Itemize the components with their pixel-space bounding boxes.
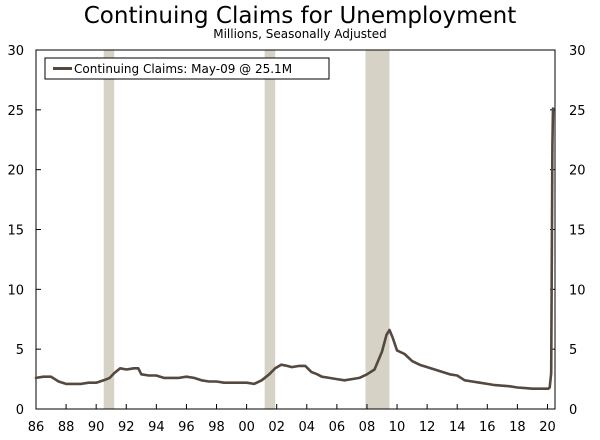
x-tick-label: 14 bbox=[449, 420, 466, 435]
y-axis-left: 0 5 10 15 20 25 30 bbox=[7, 44, 24, 418]
chart-subtitle: Millions, Seasonally Adjusted bbox=[213, 27, 387, 41]
x-tick-label: 20 bbox=[539, 420, 556, 435]
x-tick-label: 06 bbox=[329, 420, 346, 435]
x-tick-label: 18 bbox=[509, 420, 526, 435]
x-tick-label: 08 bbox=[359, 420, 376, 435]
series-line-continuing-claims bbox=[34, 107, 555, 390]
x-tick-label: 10 bbox=[389, 420, 406, 435]
x-tick-label: 86 bbox=[28, 420, 45, 435]
x-tick-label: 92 bbox=[118, 420, 135, 435]
y-tick-label-left: 0 bbox=[16, 403, 24, 418]
y-tick-label-left: 25 bbox=[7, 104, 24, 119]
y-tick-label-left: 5 bbox=[16, 343, 24, 358]
recession-band-0 bbox=[103, 50, 115, 409]
y-tick-label-left: 30 bbox=[7, 44, 24, 59]
x-tick-label: 04 bbox=[299, 420, 316, 435]
x-tick-label: 00 bbox=[238, 420, 255, 435]
x-tick-label: 90 bbox=[88, 420, 105, 435]
y-tick-label-left: 10 bbox=[7, 283, 24, 298]
recession-bands bbox=[103, 50, 390, 409]
y-axis-right: 0 5 10 15 20 25 30 bbox=[569, 44, 586, 418]
x-tick-label: 88 bbox=[58, 420, 75, 435]
x-tick-label: 02 bbox=[268, 420, 285, 435]
legend: Continuing Claims: May-09 @ 25.1M bbox=[44, 57, 330, 80]
chart-title: Continuing Claims for Unemployment bbox=[83, 3, 517, 29]
y-tick-label-right: 30 bbox=[569, 44, 586, 59]
x-tick-label: 16 bbox=[479, 420, 496, 435]
y-tick-label-right: 25 bbox=[569, 104, 586, 119]
x-tick-label: 96 bbox=[178, 420, 195, 435]
x-axis: 86 88 90 92 94 96 98 00 02 04 06 08 10 12 14 16 18 20 bbox=[28, 420, 556, 435]
recession-band-2 bbox=[365, 50, 390, 409]
legend-label: Continuing Claims: May-09 @ 25.1M bbox=[74, 62, 292, 76]
y-tick-label-right: 15 bbox=[569, 224, 586, 239]
x-tick-label: 12 bbox=[419, 420, 436, 435]
x-tick-label: 98 bbox=[208, 420, 225, 435]
y-tick-label-left: 20 bbox=[7, 164, 24, 179]
y-tick-label-right: 0 bbox=[569, 403, 577, 418]
y-tick-label-right: 10 bbox=[569, 283, 586, 298]
y-tick-label-right: 20 bbox=[569, 164, 586, 179]
recession-band-1 bbox=[264, 50, 276, 409]
y-tick-label-right: 5 bbox=[569, 343, 577, 358]
y-tick-label-left: 15 bbox=[7, 224, 24, 239]
x-tick-label: 94 bbox=[148, 420, 165, 435]
legend-box bbox=[44, 57, 330, 80]
